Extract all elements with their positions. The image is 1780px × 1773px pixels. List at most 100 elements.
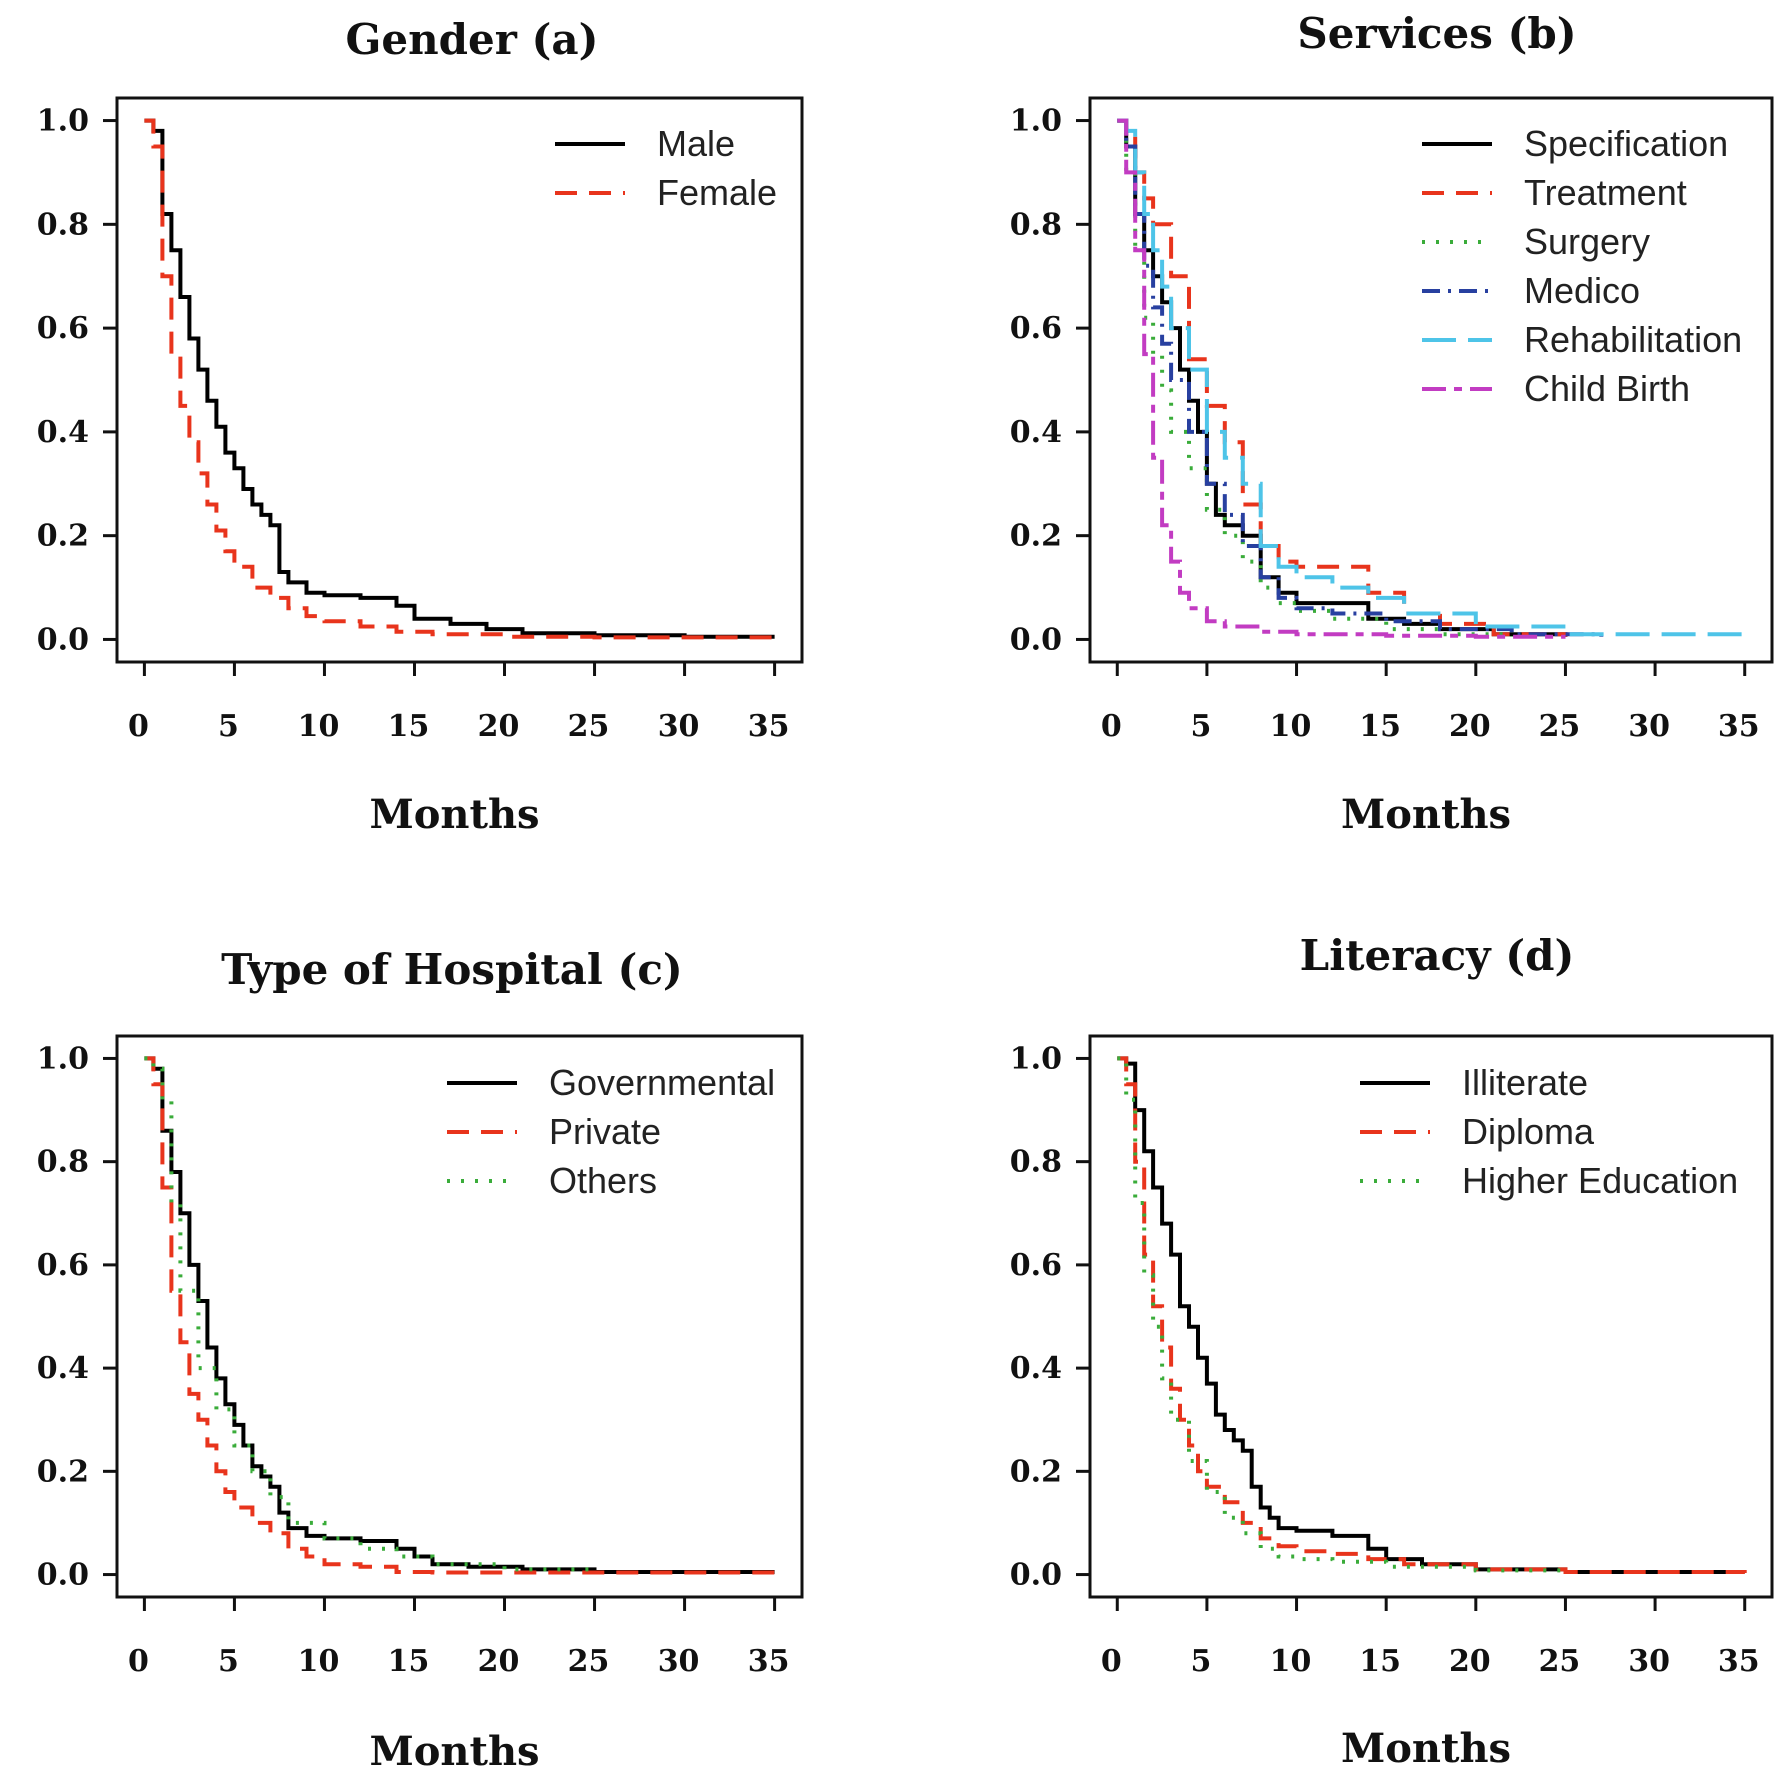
- x-tick-label: 5: [1190, 1644, 1211, 1679]
- x-tick-label: 5: [218, 1644, 239, 1679]
- series-line-treatment: [1117, 118, 1568, 637]
- legend-label: Treatment: [1524, 172, 1687, 213]
- series-line-male: [144, 118, 775, 639]
- x-axis: 0 5 10 15 20 25 30 35: [1101, 662, 1760, 744]
- plot-frame: [1088, 96, 1774, 664]
- legend-label: Surgery: [1524, 221, 1650, 262]
- y-tick-label: 0.2: [1010, 1454, 1062, 1489]
- y-tick-label: 1.0: [1010, 104, 1062, 139]
- y-tick-label: 0.4: [1010, 415, 1062, 450]
- series-line-surgery: [1117, 118, 1514, 637]
- plot-frame: [115, 1034, 804, 1599]
- x-axis: 0 5 10 15 20 25 30 35: [128, 662, 789, 744]
- y-tick-label: 1.0: [37, 1041, 89, 1076]
- legend-label: Specification: [1524, 123, 1728, 164]
- chart-panel-1: Gender (a) 0 5 10 15 20 25 30 35 0.0 0.2 0.4 0.6 0.8 1…: [37, 15, 804, 838]
- x-tick-label: 15: [388, 1644, 430, 1679]
- series-line-female: [144, 118, 777, 640]
- x-tick-label: 30: [658, 1644, 700, 1679]
- legend-label: Others: [549, 1160, 657, 1201]
- legend-label: Child Birth: [1524, 368, 1690, 409]
- x-tick-label: 15: [1359, 709, 1401, 744]
- x-axis: 0 5 10 15 20 25 30 35: [128, 1597, 790, 1679]
- y-axis: 0.0 0.2 0.4 0.6 0.8 1.0: [1010, 104, 1090, 657]
- x-tick-label: 15: [388, 709, 430, 744]
- x-axis-label: Months: [1341, 1725, 1511, 1772]
- y-tick-label: 0.8: [1010, 207, 1062, 242]
- legend-label: Diploma: [1462, 1111, 1595, 1152]
- series-line-child-birth: [1117, 118, 1566, 639]
- x-tick-label: 5: [1190, 709, 1211, 744]
- x-tick-label: 5: [218, 709, 239, 744]
- x-tick-label: 25: [568, 709, 610, 744]
- x-tick-label: 20: [478, 1644, 520, 1679]
- panel-title: Gender (a): [346, 15, 599, 64]
- series-line-diploma: [1117, 1056, 1747, 1574]
- legend-label: Governmental: [549, 1062, 775, 1103]
- y-tick-label: 0.4: [37, 1351, 89, 1386]
- y-tick-label: 1.0: [37, 104, 89, 139]
- x-tick-label: 0: [128, 1644, 149, 1679]
- x-tick-label: 0: [128, 709, 149, 744]
- legend: Specification Treatment Surgery Medico Rehab…: [1422, 123, 1742, 409]
- x-tick-label: 20: [1449, 1644, 1491, 1679]
- legend-label: Medico: [1524, 270, 1640, 311]
- x-tick-label: 35: [748, 1644, 790, 1679]
- x-tick-label: 10: [298, 1644, 340, 1679]
- y-tick-label: 0.4: [1010, 1351, 1062, 1386]
- y-tick-label: 0.6: [1010, 311, 1062, 346]
- series-line-specification: [1117, 118, 1568, 637]
- y-tick-label: 0.6: [37, 311, 89, 346]
- x-tick-label: 10: [1270, 709, 1312, 744]
- y-tick-label: 0.6: [37, 1248, 89, 1283]
- y-tick-label: 0.8: [37, 1145, 89, 1180]
- legend-label: Private: [549, 1111, 661, 1152]
- x-axis-label: Months: [369, 791, 539, 838]
- x-axis: 0 5 10 15 20 25 30 35: [1101, 1597, 1760, 1679]
- legend: Male Female: [555, 123, 777, 213]
- chart-panel-4: Literacy (d)0 5 10 15 20 25 30 350.00.20.40.60.…: [1010, 931, 1774, 1772]
- legend-label: Higher Education: [1462, 1160, 1738, 1201]
- y-axis: 0.0 0.2 0.4 0.6 0.8 1.0: [37, 104, 117, 657]
- series-line-others: [144, 1056, 597, 1572]
- legend: Governmental Private Others: [447, 1062, 775, 1201]
- x-axis-label: Months: [369, 1728, 539, 1773]
- y-tick-label: 1.0: [1010, 1041, 1062, 1076]
- y-axis: 0.0 0.2 0.4 0.6 0.8 1.0: [37, 1041, 117, 1593]
- legend-label: Male: [657, 123, 735, 164]
- y-tick-label: 0.8: [37, 207, 89, 242]
- legend-label: Illiterate: [1462, 1062, 1588, 1103]
- y-tick-label: 0.2: [37, 1454, 89, 1489]
- y-tick-label: 0.2: [37, 519, 89, 554]
- x-tick-label: 20: [478, 709, 520, 744]
- x-tick-label: 30: [658, 709, 700, 744]
- series-line-rehabilitation: [1117, 118, 1747, 637]
- panel-title: Literacy (d): [1300, 931, 1575, 980]
- y-tick-label: 0.0: [1010, 1558, 1062, 1593]
- x-tick-label: 35: [1718, 1644, 1760, 1679]
- y-tick-label: 0.4: [37, 415, 89, 450]
- chart-panel-2: Services (b)0 5 10 15 20 25 30 350.00.20.40.60.…: [1010, 9, 1774, 838]
- y-tick-label: 0.2: [1010, 519, 1062, 554]
- legend: Illiterate Diploma Higher Education: [1360, 1062, 1738, 1201]
- x-tick-label: 0: [1101, 709, 1122, 744]
- series-line-illiterate: [1117, 1056, 1745, 1574]
- x-tick-label: 25: [568, 1644, 610, 1679]
- y-tick-label: 0.0: [1010, 622, 1062, 657]
- y-tick-label: 0.8: [1010, 1145, 1062, 1180]
- panel-title: Type of Hospital (c): [221, 945, 683, 994]
- x-tick-label: 25: [1539, 1644, 1581, 1679]
- x-tick-label: 20: [1449, 709, 1491, 744]
- x-tick-label: 30: [1628, 1644, 1670, 1679]
- legend-label: Female: [657, 172, 777, 213]
- x-tick-label: 15: [1359, 1644, 1401, 1679]
- x-tick-label: 25: [1539, 709, 1581, 744]
- x-tick-label: 30: [1628, 709, 1670, 744]
- x-tick-label: 10: [1270, 1644, 1312, 1679]
- plot-frame: [1088, 1034, 1774, 1599]
- panel-title: Services (b): [1297, 9, 1576, 58]
- series-line-private: [144, 1056, 775, 1575]
- legend-label: Rehabilitation: [1524, 319, 1742, 360]
- y-tick-label: 0.6: [1010, 1248, 1062, 1283]
